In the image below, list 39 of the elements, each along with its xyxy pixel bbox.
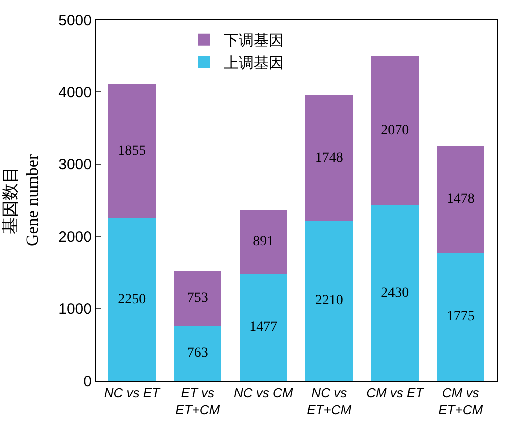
data-label: 1748 bbox=[315, 150, 344, 166]
legend-label: 上调基因 bbox=[224, 55, 284, 72]
data-label: 1477 bbox=[250, 320, 278, 336]
y-tick-label: 3000 bbox=[58, 156, 92, 174]
data-label: 763 bbox=[187, 346, 208, 361]
data-label: 753 bbox=[187, 291, 208, 306]
bar bbox=[437, 146, 485, 253]
data-label: 891 bbox=[253, 234, 274, 250]
bar bbox=[371, 56, 419, 206]
data-label: 2070 bbox=[381, 123, 410, 138]
bar bbox=[108, 218, 156, 381]
x-tick-label: ET vs ET+CM bbox=[176, 386, 220, 418]
data-label: 1855 bbox=[118, 144, 146, 160]
data-label: 2430 bbox=[381, 286, 410, 301]
x-tick-label: NC vs ET bbox=[104, 386, 162, 401]
bar bbox=[174, 326, 222, 381]
bar bbox=[437, 252, 485, 381]
bar bbox=[306, 221, 354, 381]
x-tick-label: CM vs ET+CM bbox=[438, 386, 484, 418]
y-tick-label: 1000 bbox=[58, 301, 92, 318]
bar bbox=[371, 206, 419, 381]
bar bbox=[174, 272, 222, 326]
bar bbox=[306, 95, 354, 222]
y-tick-label: 2000 bbox=[58, 228, 92, 246]
x-tick-label: NC vs CM bbox=[234, 386, 294, 401]
y-tick-label: 0 bbox=[84, 373, 92, 390]
y-axis-title: 基因数目 Gene number bbox=[1, 154, 42, 247]
legend-label: 下调基因 bbox=[224, 32, 284, 50]
x-tick-label: NC vs ET+CM bbox=[307, 386, 352, 418]
data-label: 1775 bbox=[446, 309, 475, 324]
data-label: 2210 bbox=[315, 294, 344, 309]
data-label: 2250 bbox=[118, 292, 146, 308]
bar bbox=[240, 210, 288, 274]
bar bbox=[108, 84, 156, 219]
y-tick-label: 5000 bbox=[58, 12, 92, 30]
y-tick-label: 4000 bbox=[58, 84, 92, 102]
bar bbox=[240, 274, 288, 381]
x-tick-label: CM vs ET bbox=[366, 386, 425, 401]
data-label: 1478 bbox=[446, 192, 475, 207]
